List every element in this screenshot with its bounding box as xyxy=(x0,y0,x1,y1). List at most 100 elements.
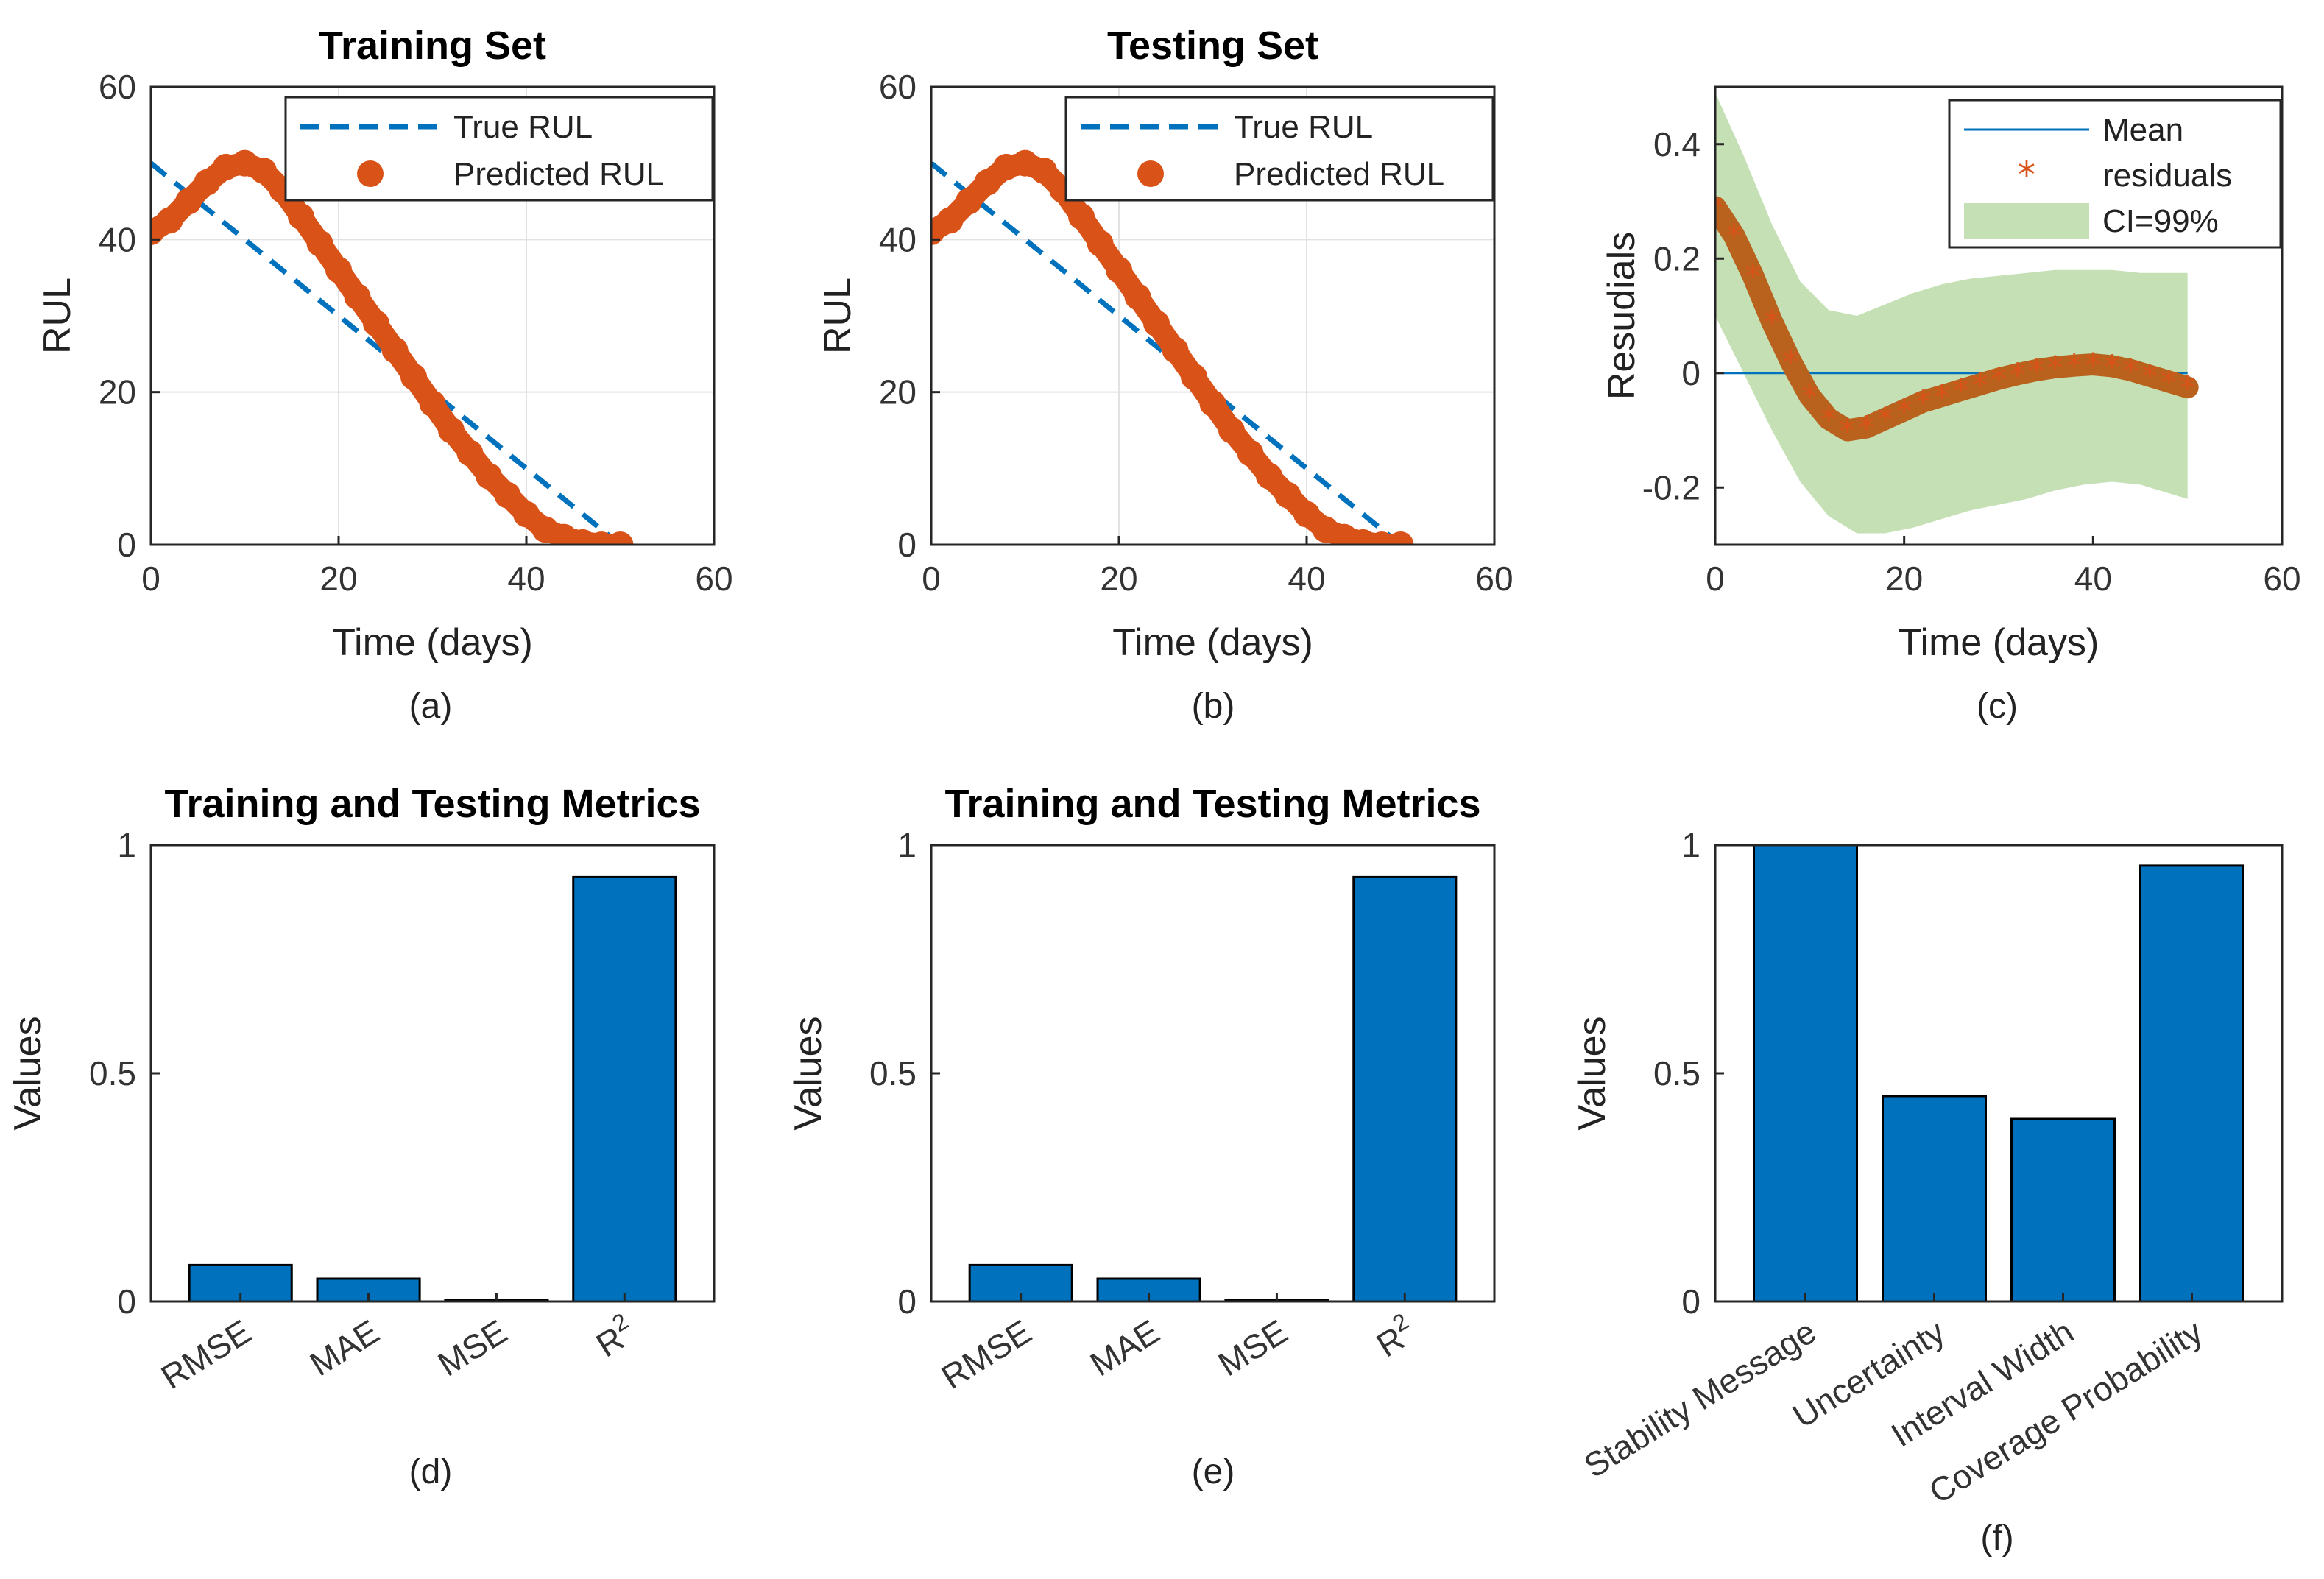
y-tick-label: 60 xyxy=(879,68,916,106)
residual-point: * xyxy=(1877,401,1893,439)
x-tick-label: 0 xyxy=(1706,559,1725,598)
subplot-c: ******* * * * * * * * * * * * * * * * * * * *-0.200.20.40 20… xyxy=(1600,85,2301,726)
legend-entry-label: Predicted RUL xyxy=(1234,156,1444,192)
x-tick-label: 20 xyxy=(1100,559,1137,598)
y-tick-label: 0.5 xyxy=(89,1054,136,1092)
axes-box xyxy=(1714,85,2284,546)
predicted-rul-point xyxy=(956,188,982,215)
y-tick-label: -0.2 xyxy=(1642,468,1700,506)
predicted-rul-point xyxy=(1256,462,1282,490)
x-tick-label: 60 xyxy=(2263,559,2300,598)
predicted-rul-point xyxy=(1031,158,1057,185)
y-tick-label: 0 xyxy=(117,1282,136,1321)
plot-area: ******* * * * * * * * * * * * * * * * * * * * xyxy=(1715,92,2199,534)
superscript: 2 xyxy=(1388,1307,1413,1337)
x-tick-label: MAE xyxy=(1084,1312,1166,1383)
plot-area xyxy=(151,149,634,545)
y-tick-label: 1 xyxy=(117,826,136,864)
subplot-caption: (e) xyxy=(1192,1452,1235,1491)
residual-point: * xyxy=(1858,410,1874,448)
y-tick-label: 0.4 xyxy=(1653,125,1700,163)
legend-swatch-band xyxy=(1964,203,2089,239)
y-tick-label: 40 xyxy=(99,220,136,258)
x-tick-label: 60 xyxy=(1475,559,1513,598)
x-tick-label: R2 xyxy=(1367,1307,1422,1364)
x-tick-label: 60 xyxy=(695,559,732,598)
legend-swatch-marker xyxy=(1137,160,1164,187)
y-tick-label: 0 xyxy=(1681,1282,1700,1321)
x-axis-label: Time (days) xyxy=(1112,621,1313,664)
legend-entry-label: CI=99% xyxy=(2102,203,2219,239)
residuals-trace xyxy=(1715,196,2199,442)
legend-entry-label: residuals xyxy=(2102,158,2232,194)
y-tick-label: 1 xyxy=(1681,826,1700,864)
x-tick-label: 20 xyxy=(1885,559,1923,598)
predicted-rul-point xyxy=(306,230,333,257)
subplot-d: 0 0.5 1 RMSE MAE MSE R2 Training and Testing Me… xyxy=(7,782,716,1491)
x-tick-label: 40 xyxy=(2074,559,2112,598)
subplot-caption: (c) xyxy=(1977,687,2018,726)
axes-box xyxy=(930,85,1496,546)
axes-box xyxy=(149,85,716,546)
chart-title: Training Set xyxy=(319,24,546,68)
y-tick-label: 0 xyxy=(897,526,916,564)
y-axis-label: Values xyxy=(787,1016,830,1130)
y-axis-label: RUL xyxy=(816,278,859,354)
predicted-rul-point xyxy=(1218,417,1245,444)
true-rul-line xyxy=(151,160,622,545)
predicted-rul-point xyxy=(250,158,277,185)
chart-title: Training and Testing Metrics xyxy=(944,782,1480,826)
predicted-rul-point xyxy=(363,310,389,337)
bar-uncertainty xyxy=(1882,1095,1987,1301)
y-axis-label: Values xyxy=(1571,1016,1614,1130)
subplot-caption: (d) xyxy=(409,1452,453,1491)
chart-title: Testing Set xyxy=(1107,24,1318,68)
residual-point: * xyxy=(1783,344,1799,381)
bar-interval-width xyxy=(2010,1117,2116,1301)
y-tick-label: 0.2 xyxy=(1653,239,1700,278)
bar-r xyxy=(1352,875,1458,1301)
y-tick-label: 0.5 xyxy=(869,1054,916,1092)
y-axis-label: Values xyxy=(7,1016,49,1130)
y-tick-label: 20 xyxy=(879,373,916,411)
predicted-rul-point xyxy=(1106,256,1132,283)
x-tick-label: 40 xyxy=(1288,559,1325,598)
residual-point: * xyxy=(1934,378,1950,416)
residual-point: * xyxy=(2161,364,2177,401)
predicted-rul-point xyxy=(400,363,427,390)
predicted-rul-point xyxy=(381,336,409,364)
predicted-rul-point xyxy=(288,203,314,230)
x-tick-label: MSE xyxy=(1212,1312,1294,1383)
predicted-rul-point xyxy=(1087,230,1114,257)
predicted-rul-point xyxy=(1274,481,1301,509)
residual-point: * xyxy=(1915,384,1931,422)
legend: Mean * residuals CI=99% xyxy=(1948,99,2282,249)
plot-area xyxy=(1753,845,2244,1301)
legend-swatch-star: * xyxy=(2018,155,2035,196)
bar-r xyxy=(572,875,677,1301)
residual-point: * xyxy=(2047,350,2063,387)
residual-point: * xyxy=(1991,361,2007,399)
predicted-rul-point xyxy=(1293,501,1320,528)
y-tick-label: 20 xyxy=(99,373,136,411)
x-tick-label: MSE xyxy=(431,1312,514,1383)
residual-point: * xyxy=(2028,353,2044,390)
x-axis-label: Time (days) xyxy=(332,621,533,664)
x-tick-label: 0 xyxy=(141,559,160,598)
residual-point: * xyxy=(1820,401,1837,439)
x-tick-label: RMSE xyxy=(935,1312,1038,1396)
residual-point: * xyxy=(1971,367,1988,404)
predicted-rul-point xyxy=(494,481,521,509)
predicted-rul-point xyxy=(1143,310,1170,337)
predicted-rul-point xyxy=(1124,283,1151,311)
predicted-rul-point xyxy=(438,417,465,444)
predicted-rul-point xyxy=(1181,363,1207,390)
plot-area xyxy=(188,875,677,1301)
predicted-rul-point xyxy=(513,501,540,528)
true-rul-line xyxy=(931,160,1402,545)
legend-box xyxy=(284,96,714,202)
x-axis-label: Time (days) xyxy=(1899,621,2099,664)
subplot-a: 0 20 40 60 0 20 40 60 Training Set Time (days) RUL… xyxy=(36,24,733,726)
y-tick-label: 60 xyxy=(99,68,136,106)
